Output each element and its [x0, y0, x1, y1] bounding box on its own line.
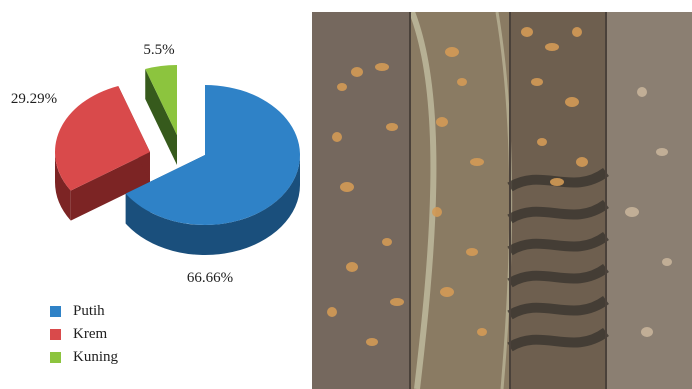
colony	[466, 248, 478, 256]
panel-divider	[605, 12, 607, 389]
colony	[521, 27, 533, 37]
colony	[390, 298, 404, 306]
streak-stripe	[507, 199, 609, 224]
colony	[637, 87, 647, 97]
agar-plate-photo	[312, 12, 692, 389]
legend-item-putih: Putih	[50, 300, 118, 323]
colony	[565, 97, 579, 107]
colony	[337, 83, 347, 91]
legend-swatch-kuning	[50, 352, 61, 363]
slice-krem-edge-0	[70, 152, 150, 221]
colony	[576, 157, 588, 167]
legend-swatch-krem	[50, 329, 61, 340]
colony	[641, 327, 653, 337]
slice-kuning-edge-0	[145, 69, 177, 165]
colony	[550, 178, 564, 186]
legend-item-kuning: Kuning	[50, 346, 118, 369]
colony	[351, 67, 363, 77]
colony	[457, 78, 467, 86]
slice-putih	[125, 85, 300, 255]
photo-panel-3	[510, 12, 606, 389]
streak-stripe	[507, 295, 609, 320]
colony	[432, 207, 442, 217]
data-label-kuning: 5.5%	[143, 42, 174, 58]
colony	[572, 27, 582, 37]
slice-krem	[55, 86, 150, 221]
colony	[332, 132, 342, 142]
colony	[340, 182, 354, 192]
colony	[662, 258, 672, 266]
agar-plate-photo-svg	[312, 12, 692, 389]
colony	[386, 123, 398, 131]
streak-stripe	[507, 327, 609, 352]
colony	[440, 287, 454, 297]
colony	[470, 158, 484, 166]
photo-panel-4	[606, 12, 692, 389]
colony	[327, 307, 337, 317]
colony	[375, 63, 389, 71]
slice-kuning	[145, 65, 177, 165]
data-label-putih: 66.66%	[187, 270, 233, 286]
slice-putih-top	[125, 85, 300, 225]
legend-label-putih: Putih	[73, 303, 105, 319]
legend-swatch-putih	[50, 306, 61, 317]
streak-stripe	[507, 231, 609, 256]
colony	[382, 238, 392, 246]
colony	[366, 338, 378, 346]
colony	[625, 207, 639, 217]
colony	[477, 328, 487, 336]
pie-chart-svg: 66.66% 29.29% 5.5%	[11, 42, 300, 286]
plate-rim	[409, 12, 437, 389]
legend-label-kuning: Kuning	[73, 349, 118, 365]
colony	[531, 78, 543, 86]
colony	[346, 262, 358, 272]
slice-krem-top	[55, 86, 150, 191]
colony	[656, 148, 668, 156]
data-label-krem: 29.29%	[11, 91, 57, 107]
streak-stripe	[507, 263, 609, 288]
colony	[445, 47, 459, 57]
slice-putih-side-0	[125, 155, 300, 255]
slice-krem-side-0	[55, 152, 71, 221]
legend: Putih Krem Kuning	[50, 300, 118, 369]
panel-divider	[409, 12, 411, 389]
colony	[537, 138, 547, 146]
panel-divider	[509, 12, 511, 389]
pie-chart: 66.66% 29.29% 5.5% Putih Krem Kuning	[0, 0, 312, 389]
legend-label-krem: Krem	[73, 326, 108, 342]
legend-item-krem: Krem	[50, 323, 118, 346]
colony	[436, 117, 448, 127]
colony	[545, 43, 559, 51]
slice-kuning-top	[145, 65, 177, 135]
